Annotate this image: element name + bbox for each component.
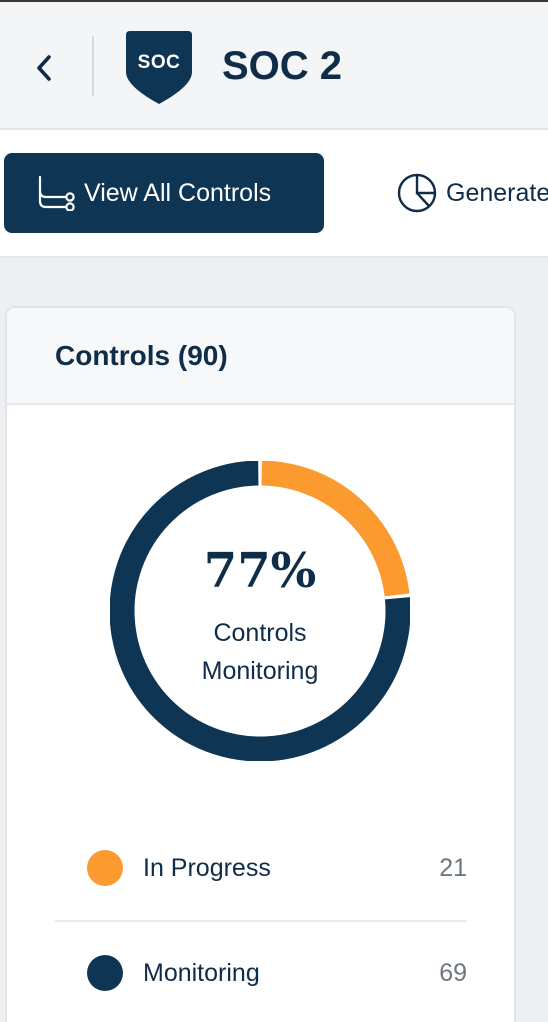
donut-slice-in-progress: [261, 461, 410, 597]
legend-dot: [87, 850, 123, 886]
legend-item-in-progress[interactable]: In Progress 21: [55, 838, 467, 898]
chevron-left-icon: [37, 55, 51, 81]
soc-shield-logo: [126, 31, 192, 104]
card-title: Controls (90): [55, 339, 228, 371]
toolbar: View All Controls Generate: [0, 130, 548, 258]
generate-label: Generate: [446, 178, 548, 207]
controls-donut-chart: [110, 461, 410, 761]
legend-label: In Progress: [143, 853, 271, 882]
legend-divider: [55, 920, 467, 922]
legend-count: 21: [439, 853, 467, 882]
legend-count: 69: [439, 958, 467, 987]
generate-button[interactable]: Generate: [396, 153, 548, 233]
legend-item-monitoring[interactable]: Monitoring 69: [55, 943, 467, 1003]
controls-card: Controls (90) 77% Controls Monitoring In…: [5, 306, 516, 1022]
pie-chart-icon: [397, 173, 437, 213]
view-all-controls-button[interactable]: View All Controls: [4, 153, 324, 233]
logo-text: SOC: [137, 52, 181, 73]
donut-percent: 77%: [203, 543, 317, 599]
legend-label: Monitoring: [143, 958, 260, 987]
page-title: SOC 2: [222, 44, 343, 88]
header-divider: [92, 36, 94, 96]
donut-slice-monitoring: [110, 461, 410, 761]
back-button[interactable]: [24, 46, 64, 90]
top-bar: SOC SOC 2: [0, 0, 548, 130]
legend-dot: [87, 955, 123, 991]
donut-label: Controls Monitoring: [201, 619, 319, 685]
card-header: Controls (90): [7, 308, 514, 405]
view-all-controls-label: View All Controls: [84, 178, 272, 207]
hierarchy-icon: [38, 175, 75, 211]
